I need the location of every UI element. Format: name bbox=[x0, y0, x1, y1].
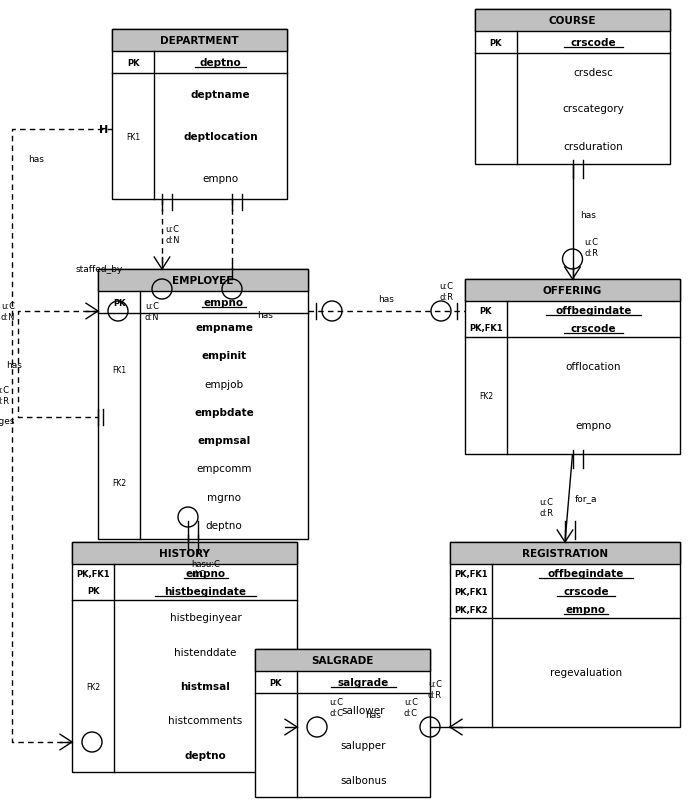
Bar bbox=[450, 542, 680, 565]
Text: u:C
d:C: u:C d:C bbox=[329, 698, 343, 717]
Text: regevaluation: regevaluation bbox=[550, 668, 622, 678]
Text: salgrade: salgrade bbox=[338, 677, 389, 687]
Text: u:C
d:R: u:C d:R bbox=[584, 238, 598, 257]
Text: PK: PK bbox=[490, 38, 502, 47]
Text: PK,FK1: PK,FK1 bbox=[454, 569, 488, 577]
Text: deptno: deptno bbox=[199, 58, 242, 68]
Text: empjob: empjob bbox=[204, 379, 244, 389]
Text: PK: PK bbox=[87, 587, 99, 596]
Text: u:C
d:N: u:C d:N bbox=[1, 302, 15, 322]
Text: empinit: empinit bbox=[201, 351, 246, 361]
Text: has: has bbox=[580, 210, 596, 219]
Text: FK1: FK1 bbox=[112, 366, 126, 375]
Text: u:C
d:N: u:C d:N bbox=[144, 302, 159, 322]
Text: empno: empno bbox=[186, 569, 226, 578]
Text: offlocation: offlocation bbox=[566, 362, 621, 372]
Text: u:C
d:C: u:C d:C bbox=[404, 698, 418, 717]
Text: offbegindate: offbegindate bbox=[555, 306, 631, 316]
Text: empmsal: empmsal bbox=[197, 435, 250, 446]
Text: u:C
d:N: u:C d:N bbox=[165, 225, 179, 245]
Text: FK2: FK2 bbox=[86, 682, 100, 691]
Text: histenddate: histenddate bbox=[175, 646, 237, 657]
Bar bbox=[465, 280, 680, 302]
Text: deptname: deptname bbox=[190, 90, 250, 100]
Text: u:C
d:R: u:C d:R bbox=[0, 386, 9, 405]
Text: PK,FK1: PK,FK1 bbox=[469, 324, 503, 333]
Text: empno: empno bbox=[575, 420, 611, 430]
Text: has: has bbox=[378, 295, 394, 304]
Text: FK2: FK2 bbox=[112, 479, 126, 488]
Text: has: has bbox=[365, 711, 381, 719]
Text: crsdesc: crsdesc bbox=[573, 67, 613, 78]
Text: SALGRADE: SALGRADE bbox=[311, 655, 374, 665]
Text: FK1: FK1 bbox=[126, 132, 140, 141]
Text: histcomments: histcomments bbox=[168, 715, 243, 726]
Text: crscode: crscode bbox=[571, 38, 616, 48]
Text: salupper: salupper bbox=[341, 740, 386, 750]
Text: crscode: crscode bbox=[571, 323, 616, 334]
Text: COURSE: COURSE bbox=[549, 16, 596, 26]
Text: empcomm: empcomm bbox=[196, 464, 252, 474]
Text: u:C
d:R: u:C d:R bbox=[439, 282, 453, 302]
Text: PK: PK bbox=[112, 298, 126, 307]
Text: PK: PK bbox=[127, 59, 139, 67]
Text: u:C
d:R: u:C d:R bbox=[539, 498, 553, 517]
Text: PK,FK2: PK,FK2 bbox=[454, 605, 488, 614]
Bar bbox=[72, 542, 297, 565]
Text: deptlocation: deptlocation bbox=[183, 132, 258, 142]
Bar bbox=[98, 269, 308, 539]
Text: empno: empno bbox=[204, 298, 244, 308]
Text: PK,FK1: PK,FK1 bbox=[76, 569, 110, 577]
Bar bbox=[112, 30, 287, 52]
Text: DEPARTMENT: DEPARTMENT bbox=[160, 36, 239, 46]
Text: histmsal: histmsal bbox=[181, 681, 230, 691]
Text: crscode: crscode bbox=[563, 586, 609, 596]
Text: EMPLOYEE: EMPLOYEE bbox=[172, 276, 234, 286]
Text: PK: PK bbox=[270, 678, 282, 687]
Bar bbox=[98, 269, 308, 292]
Text: staffed_by: staffed_by bbox=[76, 265, 123, 273]
Bar bbox=[450, 542, 680, 727]
Bar bbox=[465, 280, 680, 455]
Text: deptno: deptno bbox=[185, 750, 226, 759]
Text: crscategory: crscategory bbox=[562, 104, 624, 115]
Bar bbox=[255, 649, 430, 797]
Text: for_a: for_a bbox=[575, 494, 598, 503]
Text: histbeginyear: histbeginyear bbox=[170, 613, 242, 622]
Text: salbonus: salbonus bbox=[340, 775, 387, 784]
Text: offbegindate: offbegindate bbox=[548, 569, 624, 578]
Text: crsduration: crsduration bbox=[564, 141, 623, 152]
Text: REGISTRATION: REGISTRATION bbox=[522, 549, 608, 558]
Text: H: H bbox=[99, 125, 108, 135]
Bar bbox=[112, 30, 287, 200]
Bar bbox=[72, 542, 297, 772]
Bar bbox=[255, 649, 430, 671]
Text: empno: empno bbox=[566, 604, 606, 614]
Text: OFFERING: OFFERING bbox=[543, 286, 602, 296]
Text: has: has bbox=[257, 310, 273, 319]
Text: PK,FK1: PK,FK1 bbox=[454, 587, 488, 596]
Text: empbdate: empbdate bbox=[194, 407, 254, 417]
Text: has: has bbox=[28, 156, 44, 164]
Text: hasu:C
d:C: hasu:C d:C bbox=[191, 559, 220, 579]
Bar bbox=[475, 10, 670, 164]
Text: HISTORY: HISTORY bbox=[159, 549, 210, 558]
Text: deptno: deptno bbox=[206, 520, 242, 530]
Text: u:C
d:R: u:C d:R bbox=[428, 679, 442, 699]
Text: histbegindate: histbegindate bbox=[164, 586, 246, 596]
Bar bbox=[475, 10, 670, 32]
Text: sallower: sallower bbox=[342, 706, 385, 715]
Text: has: has bbox=[6, 360, 22, 369]
Text: mgrno: mgrno bbox=[207, 492, 241, 502]
Text: PK: PK bbox=[480, 306, 492, 315]
Text: manages: manages bbox=[0, 416, 15, 426]
Text: empname: empname bbox=[195, 322, 253, 333]
Text: empno: empno bbox=[202, 174, 239, 184]
Text: FK2: FK2 bbox=[479, 391, 493, 400]
